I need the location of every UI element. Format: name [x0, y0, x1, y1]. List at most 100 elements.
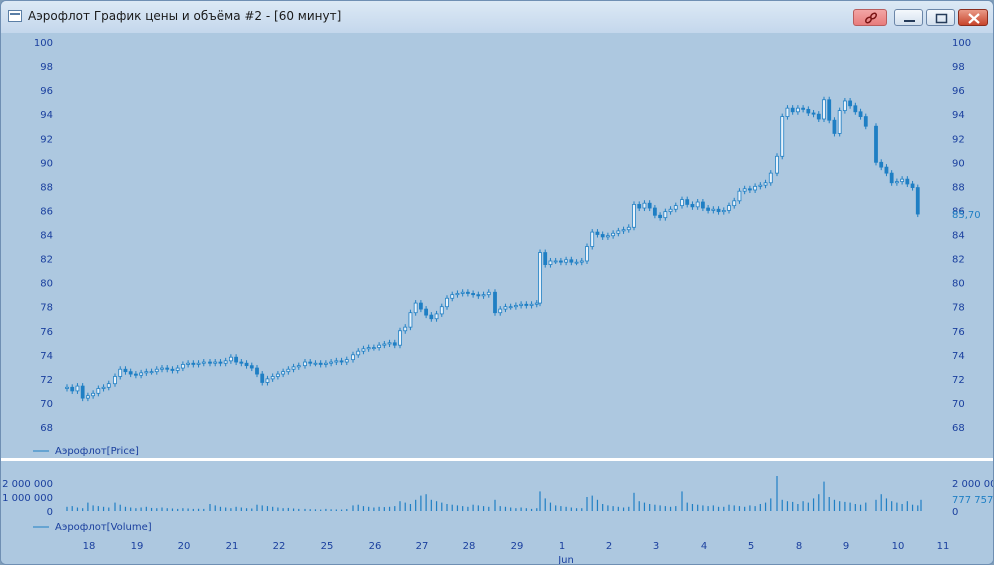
candle-body	[611, 232, 616, 237]
candle-body	[832, 119, 837, 134]
minimize-icon	[904, 20, 915, 22]
candle-body	[455, 293, 460, 296]
candle-body	[822, 99, 826, 120]
candle-body	[685, 199, 690, 205]
volume-axis-left: 2 000 000 1 000 000 0	[2, 479, 53, 518]
minimize-button[interactable]	[894, 9, 923, 26]
time-tick-label: 2	[606, 541, 612, 552]
candle-body	[569, 259, 574, 263]
candle-body	[101, 386, 106, 389]
candle-body	[366, 347, 371, 350]
candle-body	[837, 110, 842, 134]
volume-tick-right: 0	[952, 507, 958, 518]
candle-body	[553, 260, 558, 263]
candle-body	[85, 395, 90, 399]
price-tick-right: 70	[952, 399, 965, 410]
candle-body	[213, 361, 218, 364]
volume-bars	[66, 476, 922, 511]
candle-body	[763, 182, 768, 186]
candle-body	[721, 210, 726, 213]
price-tick-left: 88	[40, 182, 53, 193]
price-tick-left: 92	[40, 134, 53, 145]
candle-body	[392, 342, 397, 346]
candle-body	[149, 371, 154, 374]
candle-body	[508, 306, 513, 309]
candle-body	[863, 116, 868, 127]
candle-body	[170, 368, 175, 371]
title-bar[interactable]: Аэрофлот График цены и объёма #2 - [60 м…	[1, 1, 993, 34]
candle-body	[377, 344, 382, 348]
candle-body	[621, 229, 626, 232]
candle-body	[564, 259, 569, 263]
candle-body	[191, 362, 196, 365]
price-tick-left: 72	[40, 375, 53, 386]
candle-body	[308, 361, 313, 364]
candle-body	[727, 205, 731, 211]
candle-body	[186, 362, 191, 365]
time-tick-label: 19	[131, 541, 144, 552]
price-tick-right: 68	[952, 423, 965, 434]
price-tick-left: 68	[40, 423, 53, 434]
candle-body	[281, 371, 286, 375]
price-tick-right: 72	[952, 375, 965, 386]
candle-body	[91, 392, 96, 397]
time-tick-label: 4	[701, 541, 707, 552]
time-tick-label: 8	[796, 541, 802, 552]
candle-body	[196, 362, 201, 365]
candle-body	[548, 260, 553, 265]
price-tick-left: 76	[40, 327, 53, 338]
volume-tick-left: 0	[47, 507, 53, 518]
candle-body	[113, 376, 117, 385]
candle-body	[460, 291, 465, 294]
candle-body	[476, 294, 481, 297]
candle-body	[848, 100, 853, 107]
candle-body	[801, 107, 806, 110]
price-tick-right: 80	[952, 279, 965, 290]
candle-body	[884, 166, 889, 174]
candle-body	[275, 373, 280, 377]
last-price-label: 85,70	[952, 210, 981, 221]
candle-body	[543, 252, 548, 265]
candle-body	[270, 376, 275, 380]
price-tick-left: 78	[40, 303, 53, 314]
price-axis-left: 100 98 96 94 92 90 88 86 84 82 80 78 76 74 72 70 68	[34, 38, 53, 434]
candle-body	[260, 373, 265, 383]
candle-body	[558, 260, 563, 263]
candle-body	[339, 360, 344, 363]
price-tick-left: 80	[40, 279, 53, 290]
candle-body	[737, 190, 742, 202]
price-tick-left: 86	[40, 206, 53, 217]
candle-body	[118, 368, 123, 377]
candle-body	[647, 202, 652, 209]
price-tick-right: 76	[952, 327, 965, 338]
link-button[interactable]	[853, 9, 887, 26]
price-tick-right: 94	[952, 110, 965, 121]
candle-body	[96, 388, 101, 394]
pane-divider[interactable]	[1, 458, 994, 461]
candle-body	[318, 362, 323, 365]
candle-body	[605, 235, 610, 238]
time-tick-label: 29	[511, 541, 524, 552]
price-tick-right: 92	[952, 134, 965, 145]
candle-body	[827, 99, 832, 121]
candle-body	[356, 350, 361, 356]
candle-body	[465, 291, 470, 294]
candle-body	[785, 107, 790, 117]
candle-body	[434, 313, 439, 320]
close-icon	[968, 13, 980, 24]
restore-icon	[935, 13, 948, 24]
price-tick-right: 100	[952, 38, 971, 49]
candle-body	[842, 100, 847, 111]
candle-body	[265, 378, 270, 383]
volume-legend-label: Аэрофлот[Volume]	[55, 522, 152, 533]
price-tick-left: 90	[40, 158, 53, 169]
price-legend-label: Аэрофлот[Price]	[55, 446, 139, 457]
close-button[interactable]	[958, 9, 988, 26]
candle-body	[716, 208, 721, 213]
maximize-button[interactable]	[926, 9, 955, 26]
candle-body	[626, 226, 631, 231]
candle-body	[334, 360, 339, 363]
chart-background	[1, 33, 993, 564]
candle-body	[889, 172, 894, 184]
